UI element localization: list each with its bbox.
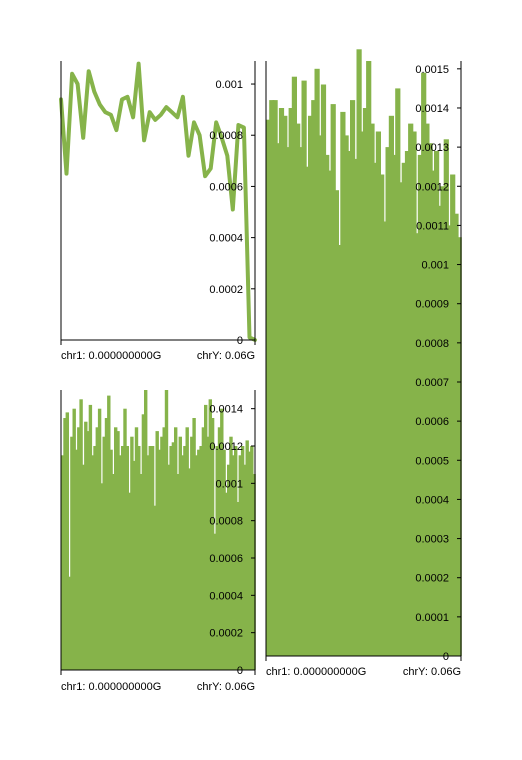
x-tick-label-end: chrY: 0.06G	[197, 681, 255, 693]
y-tick-label: 0.0005	[415, 455, 449, 467]
data-point	[94, 91, 95, 92]
data-point	[149, 112, 150, 113]
y-tick-label: 0	[443, 651, 449, 663]
data-point	[66, 173, 67, 174]
y-tick-label: 0.0004	[209, 233, 243, 245]
y-tick-label: 0.0007	[415, 377, 449, 389]
data-point	[243, 127, 244, 128]
y-tick-label: 0.0014	[415, 103, 449, 115]
series-line	[61, 64, 255, 340]
y-tick-label: 0.0004	[415, 494, 449, 506]
y-tick-label: 0.0011	[416, 220, 449, 232]
data-point	[133, 117, 134, 118]
y-tick-label: 0	[237, 335, 243, 347]
y-tick-label: 0.0006	[209, 181, 243, 193]
x-tick-label-end: chrY: 0.06G	[197, 350, 255, 362]
data-point	[116, 130, 117, 131]
y-tick-label: 0.0003	[415, 534, 449, 546]
y-tick-label: 0.0012	[415, 181, 449, 193]
data-point	[182, 96, 183, 97]
x-tick-label-start: chr1: 0.000000000G	[61, 681, 161, 693]
data-point	[144, 140, 145, 141]
y-tick-label: 0.0014	[209, 404, 243, 416]
data-point	[238, 124, 239, 125]
x-tick-label-end: chrY: 0.06G	[403, 666, 461, 678]
y-tick-label: 0.001	[215, 79, 243, 91]
chart-top-left: 0 0.0002 0.0004 0.0006 0.0008 0.001 chr1: 0.00…	[60, 61, 255, 362]
y-tick-label: 0.0002	[209, 628, 243, 640]
data-point	[227, 155, 228, 156]
data-point	[210, 168, 211, 169]
chart-right: 0 0.0001 0.0002 0.0003 0.0004 0.0005 0.0006 0.0…	[266, 49, 462, 678]
data-point	[193, 122, 194, 123]
data-point	[205, 176, 206, 177]
y-tick-label: 0.0015	[415, 64, 449, 76]
data-point	[138, 63, 139, 64]
y-tick-label: 0.0004	[209, 590, 243, 602]
y-tick-label: 0.0006	[209, 553, 243, 565]
y-tick-label: 0.0013	[415, 142, 449, 154]
data-point	[199, 135, 200, 136]
data-point	[188, 155, 189, 156]
x-tick-label-start: chr1: 0.000000000G	[266, 666, 366, 678]
y-tick-label: 0.0001	[415, 612, 449, 624]
data-point	[155, 119, 156, 120]
data-point	[127, 96, 128, 97]
y-tick-label: 0.0008	[415, 338, 449, 350]
y-tick-label: 0.0008	[209, 516, 243, 528]
data-point	[249, 337, 250, 338]
data-point	[77, 83, 78, 84]
data-point	[105, 112, 106, 113]
data-point	[232, 209, 233, 210]
y-tick-label: 0.001	[215, 478, 243, 490]
y-tick-label: 0.0006	[415, 416, 449, 428]
y-tick-label: 0.0008	[209, 130, 243, 142]
data-point	[160, 114, 161, 115]
x-tick-label-start: chr1: 0.000000000G	[61, 350, 161, 362]
data-point	[72, 73, 73, 74]
y-tick-label: 0.0002	[415, 573, 449, 585]
data-point	[110, 114, 111, 115]
data-point	[99, 104, 100, 105]
y-tick-label: 0.0002	[209, 284, 243, 296]
data-point	[171, 112, 172, 113]
y-tick-label: 0.0012	[209, 441, 243, 453]
data-point	[216, 122, 217, 123]
chart-bottom-left: 0 0.0002 0.0004 0.0006 0.0008 0.001 0.0012 0.00…	[61, 390, 256, 693]
y-tick-label: 0.0009	[415, 299, 449, 311]
data-point	[83, 137, 84, 138]
data-point	[88, 71, 89, 72]
y-tick-label: 0.001	[421, 260, 449, 272]
data-point	[177, 117, 178, 118]
y-tick-label: 0	[237, 665, 243, 677]
data-point	[121, 99, 122, 100]
data-point	[166, 107, 167, 108]
